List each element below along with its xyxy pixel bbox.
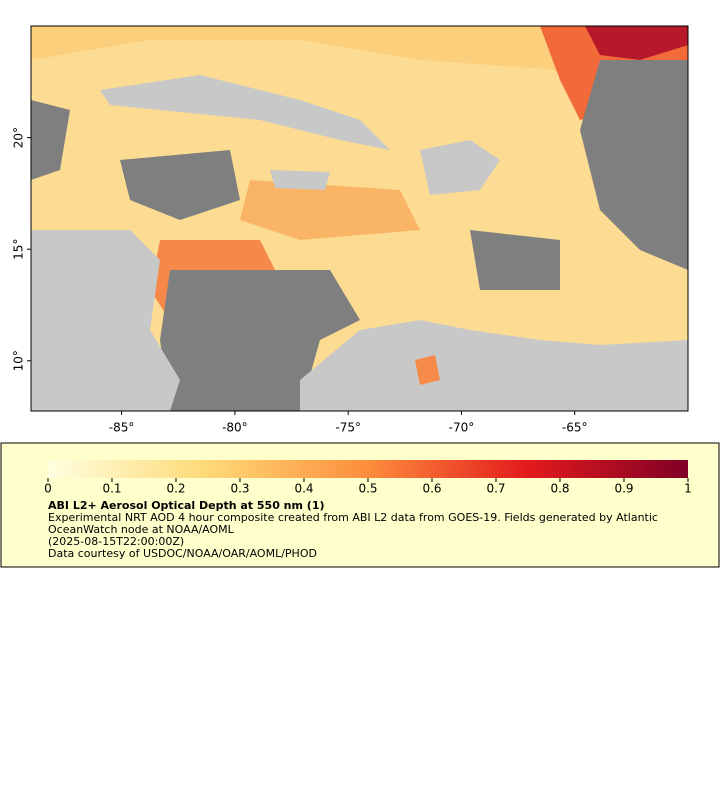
colorbar-tick-label: 0.9 xyxy=(614,482,633,496)
x-tick-label: -85° xyxy=(109,421,135,435)
x-tick-label: -65° xyxy=(562,421,588,435)
colorbar-tick-label: 1 xyxy=(684,482,692,496)
map-frame xyxy=(30,25,689,412)
x-tick-label: -80° xyxy=(222,421,248,435)
legend-credit: Data courtesy of USDOC/NOAA/OAR/AOML/PHO… xyxy=(48,547,317,560)
legend-text: ABI L2+ Aerosol Optical Depth at 550 nm … xyxy=(48,500,688,560)
colorbar-tick-label: 0.5 xyxy=(358,482,377,496)
colorbar-tick-label: 0.1 xyxy=(102,482,121,496)
y-tick-label: 10° xyxy=(12,350,26,371)
colorbar-tick-label: 0 xyxy=(44,482,52,496)
colorbar-tick-label: 0.6 xyxy=(422,482,441,496)
colorbar xyxy=(48,460,688,478)
legend-description: Experimental NRT AOD 4 hour composite cr… xyxy=(48,511,658,536)
colorbar-tick-label: 0.4 xyxy=(294,482,313,496)
x-tick-label: -70° xyxy=(449,421,475,435)
map-raster xyxy=(31,26,688,411)
colorbar-tick-label: 0.8 xyxy=(550,482,569,496)
colorbar-tick-label: 0.3 xyxy=(230,482,249,496)
x-tick-label: -75° xyxy=(335,421,361,435)
legend-title: ABI L2+ Aerosol Optical Depth at 550 nm … xyxy=(48,499,325,512)
colorbar-tick-label: 0.2 xyxy=(166,482,185,496)
colorbar-tick-label: 0.7 xyxy=(486,482,505,496)
legend-time: (2025-08-15T22:00:00Z) xyxy=(48,535,185,548)
y-tick-label: 20° xyxy=(12,127,26,148)
y-tick-label: 15° xyxy=(12,239,26,260)
